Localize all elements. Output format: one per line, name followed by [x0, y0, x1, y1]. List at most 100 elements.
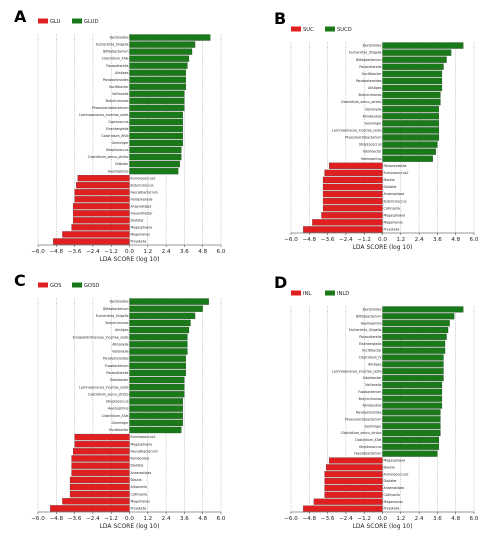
x-tick-label: 4.8 — [451, 516, 460, 522]
legend-label: GOS — [50, 283, 61, 289]
x-tick-label: −3.6 — [68, 516, 82, 522]
legend-swatch-pos — [325, 26, 335, 32]
bar — [129, 326, 190, 334]
bar — [129, 111, 183, 119]
bar-label: Megasphaera — [131, 442, 153, 446]
bar-label: Odoribacter — [110, 378, 130, 382]
bar — [74, 196, 130, 203]
legend-label: GLU — [50, 19, 61, 25]
bar — [324, 491, 383, 498]
bar — [129, 97, 185, 104]
bar-label: Dialister — [131, 464, 145, 468]
bar — [129, 369, 187, 377]
bar-label: Butyricimonas — [359, 93, 382, 97]
bar — [129, 41, 196, 48]
x-tick-label: −2.4 — [339, 237, 353, 243]
bar — [71, 469, 130, 476]
bar-label: Clostridium_XlVa — [355, 438, 382, 442]
bar-label: Bacteroides — [110, 36, 129, 40]
bar — [382, 113, 440, 120]
bar — [129, 153, 182, 161]
bar — [382, 347, 446, 354]
bar — [74, 441, 130, 448]
bar — [71, 224, 130, 231]
bar-label: Odoribacter — [363, 150, 383, 154]
bar-label: Ruminococcus2 — [131, 435, 156, 439]
bar-label: Bacteroides — [110, 300, 129, 304]
bar — [69, 483, 130, 491]
bar-label: Haemophilus — [361, 321, 382, 325]
bar — [129, 48, 193, 55]
x-tick-label: 1.2 — [396, 516, 405, 522]
bar — [382, 395, 443, 402]
bar-label: Clostridium_sensu_stricto — [88, 392, 129, 396]
legend-swatch-pos — [72, 18, 82, 24]
bar-label: Gemmiger — [365, 121, 383, 125]
bar — [74, 433, 130, 441]
panel-label: D — [274, 273, 287, 292]
x-tick-label: −1.2 — [357, 516, 371, 522]
bar — [71, 462, 130, 469]
panel-label: A — [14, 7, 27, 26]
bar-label: Blautia — [131, 478, 142, 482]
bar — [72, 203, 130, 210]
bar — [50, 505, 130, 512]
bar-label: Gemmiger — [365, 424, 383, 428]
bar — [312, 219, 383, 226]
bar-label: Parasutterella — [359, 335, 381, 339]
bar — [129, 55, 190, 62]
x-tick-label: 0.0 — [378, 237, 387, 243]
bar-label: Clostridium_sensu_stricto — [88, 155, 129, 159]
lda-panel-4: D INL INLD −6.0 −4.8 −3.6 −2.4 −1.2 0.0 1.2 2.4 3.6… — [274, 273, 479, 530]
lda-panel-3: C GOS GOSD −6.0 −4.8 −3.6 −2.4 −1.2 0.0 1.2 2.4 3.6… — [14, 271, 226, 530]
bar-label: Oscillibacter — [109, 428, 129, 432]
bar — [129, 348, 188, 355]
bar — [322, 183, 383, 191]
bar — [382, 148, 436, 155]
bar — [329, 457, 383, 464]
bar — [382, 340, 446, 347]
bar — [129, 83, 187, 90]
legend: GLU GLUD — [38, 18, 98, 25]
bar-label: Alistipes — [115, 71, 129, 75]
bar-label: Parabacteroides — [356, 411, 382, 415]
x-tick-label: −4.8 — [50, 516, 64, 522]
x-tick-label: 1.2 — [396, 237, 405, 243]
bar-label: Fusobacterium — [105, 364, 129, 368]
bar — [382, 306, 464, 313]
bar — [324, 484, 383, 492]
bar — [53, 238, 130, 245]
bar-label: Escherichia_Shigella — [96, 43, 128, 47]
bar-label: Collinsella — [384, 206, 400, 210]
x-tick-label: 6.0 — [470, 516, 479, 522]
bar-label: Veillonella — [365, 383, 381, 387]
bar-label: Ruminococcus2 — [131, 176, 156, 180]
bar — [129, 312, 196, 320]
bar-label: Parabacteroides — [103, 78, 129, 82]
bar-label: Dialister — [384, 479, 398, 483]
bar — [129, 132, 183, 140]
bar-label: Phascolarctobacterium — [92, 106, 129, 110]
bar — [324, 478, 383, 485]
bar-label: Oscillibacter — [109, 85, 129, 89]
panel-label: C — [14, 271, 26, 290]
bar — [382, 77, 443, 85]
bar-label: Megasphaera — [131, 226, 153, 230]
bar — [329, 162, 383, 169]
bar — [62, 498, 130, 505]
bar-label: Haemophilus — [108, 407, 129, 411]
x-tick-label: −6.0 — [284, 237, 298, 243]
bar-label: Allisonella — [112, 342, 128, 346]
bar-label: Lachnospiracea_incertae_sedis — [79, 113, 129, 117]
bar — [382, 120, 440, 127]
bar-label: Oscillibacter — [362, 72, 382, 76]
x-tick-label: −2.4 — [86, 516, 100, 522]
x-tick-label: 0.0 — [125, 516, 134, 522]
bar-label: Clostridium_XlVa — [102, 414, 129, 418]
legend-swatch-pos — [325, 290, 335, 296]
bar-label: Lachnospiracea_incertae_sedis — [79, 385, 129, 389]
x-tick-label: 4.8 — [198, 516, 207, 522]
bar — [382, 436, 440, 443]
bar-label: Faecalibacterium — [131, 190, 158, 194]
